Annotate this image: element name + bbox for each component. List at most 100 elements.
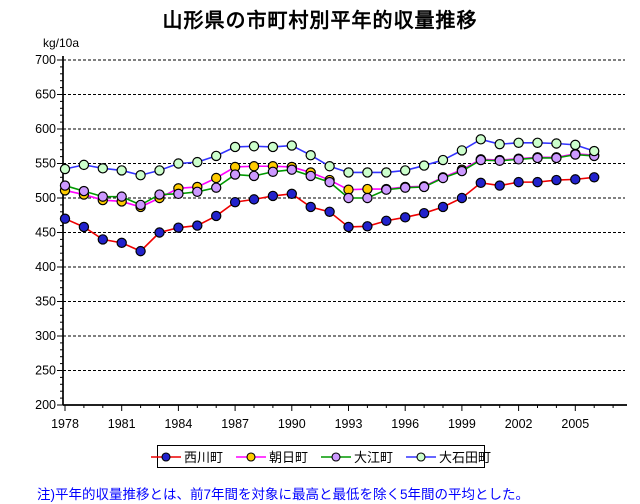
y-tick-label: 700 xyxy=(35,53,56,67)
legend-marker-icon xyxy=(235,451,266,462)
series-0-marker xyxy=(532,176,543,188)
series-2-marker xyxy=(400,182,411,193)
series-0-marker xyxy=(286,188,297,200)
series-1-marker xyxy=(210,172,222,184)
legend-marker xyxy=(416,451,426,462)
series-2-marker xyxy=(192,186,203,197)
series-2-marker xyxy=(173,188,184,200)
y-tick-label: 200 xyxy=(35,398,56,412)
chart-title: 山形県の市町村別平年的収量推移 xyxy=(162,10,478,32)
series-1-marker xyxy=(248,161,260,172)
series-3-marker xyxy=(229,141,241,153)
series-2-marker xyxy=(494,155,505,166)
series-3-marker xyxy=(362,167,373,178)
series-3-marker xyxy=(437,154,449,166)
series-3-marker xyxy=(589,145,600,157)
series-2-marker xyxy=(437,172,449,184)
series-2-marker xyxy=(135,199,146,211)
legend-label-0: 西川町 xyxy=(183,450,223,465)
y-tick-label: 400 xyxy=(35,260,56,274)
series-2-marker xyxy=(475,154,486,166)
legend-item-2: 大江町 xyxy=(321,447,393,466)
legend-marker xyxy=(246,451,256,462)
series-0-marker xyxy=(267,190,279,202)
x-tick-label: 1996 xyxy=(391,417,419,431)
series-3-marker xyxy=(324,161,335,172)
series-3-marker xyxy=(532,137,543,148)
series-2-marker xyxy=(532,152,543,164)
x-tick-label: 1999 xyxy=(448,417,476,431)
series-0-marker xyxy=(589,172,600,183)
x-tick-label: 1978 xyxy=(51,417,79,431)
legend-marker xyxy=(331,451,341,462)
series-0-marker xyxy=(192,220,203,231)
series-2-marker xyxy=(324,176,335,188)
legend-item-0: 西川町 xyxy=(150,447,223,466)
series-2-marker xyxy=(210,182,222,193)
series-0-marker xyxy=(59,213,71,224)
legend-marker xyxy=(161,451,171,462)
series-0-marker xyxy=(324,206,335,217)
series-2-marker xyxy=(97,191,109,202)
series-3-marker xyxy=(475,134,486,145)
series-0-marker xyxy=(135,245,146,257)
legend-label-3: 大石田町 xyxy=(439,450,492,465)
series-2-marker xyxy=(418,181,430,193)
y-tick-label: 350 xyxy=(35,295,56,309)
series-0-marker xyxy=(343,221,354,233)
series-0-marker xyxy=(173,222,184,233)
series-2-marker xyxy=(59,180,71,191)
series-0-marker xyxy=(381,215,392,226)
series-0-marker xyxy=(475,177,486,189)
legend-label-1: 朝日町 xyxy=(268,450,308,465)
series-2-marker xyxy=(513,154,524,165)
y-tick-label: 300 xyxy=(35,329,56,343)
series-0-marker xyxy=(78,221,90,233)
series-0-marker xyxy=(437,201,449,213)
series-2-marker xyxy=(381,184,392,195)
series-2-marker xyxy=(456,165,468,177)
series-0-marker xyxy=(97,234,109,245)
series-3-marker xyxy=(418,160,430,171)
x-tick-label: 1984 xyxy=(164,417,192,431)
y-tick-label: 600 xyxy=(35,122,56,136)
y-axis-unit-label: kg/10a xyxy=(43,36,80,50)
series-3-marker xyxy=(570,139,581,151)
series-3-marker xyxy=(286,140,297,151)
series-3-marker xyxy=(267,141,279,153)
series-2-marker xyxy=(343,192,354,204)
legend-item-1: 朝日町 xyxy=(235,447,308,466)
series-3-marker xyxy=(154,165,165,176)
series-0-marker xyxy=(210,210,222,222)
y-tick-label: 550 xyxy=(35,157,56,171)
series-3-marker xyxy=(248,141,260,152)
plot-area: 700 650 600 550 500 450 400 350 300 250 200 1978 198… xyxy=(35,53,627,431)
series-3-marker xyxy=(97,163,109,174)
series-0-marker xyxy=(418,207,430,219)
series-0-marker xyxy=(116,237,127,249)
series-0-marker xyxy=(456,192,468,204)
x-tick-label: 2002 xyxy=(505,417,533,431)
series-3-marker xyxy=(135,170,146,181)
legend-marker-icon xyxy=(406,451,437,462)
legend-marker-icon xyxy=(321,451,351,462)
series-1-marker xyxy=(362,183,373,195)
series-2-marker xyxy=(267,166,279,177)
y-tick-label: 250 xyxy=(35,364,56,378)
series-3-marker xyxy=(456,145,468,156)
legend-marker-icon xyxy=(150,451,181,462)
series-3-marker xyxy=(210,150,222,162)
y-tick-label: 450 xyxy=(35,226,56,240)
series-0-marker xyxy=(229,196,241,208)
series-0-marker xyxy=(248,194,260,205)
series-3-marker xyxy=(494,138,505,150)
series-0-marker xyxy=(513,176,524,188)
series-2-marker xyxy=(570,149,581,160)
series-0-marker xyxy=(570,174,581,185)
x-tick-label: 1987 xyxy=(221,417,249,431)
series-2-marker xyxy=(551,152,562,164)
series-3-marker xyxy=(343,167,354,178)
series-3-marker xyxy=(551,138,562,149)
series-0-marker xyxy=(551,174,562,186)
